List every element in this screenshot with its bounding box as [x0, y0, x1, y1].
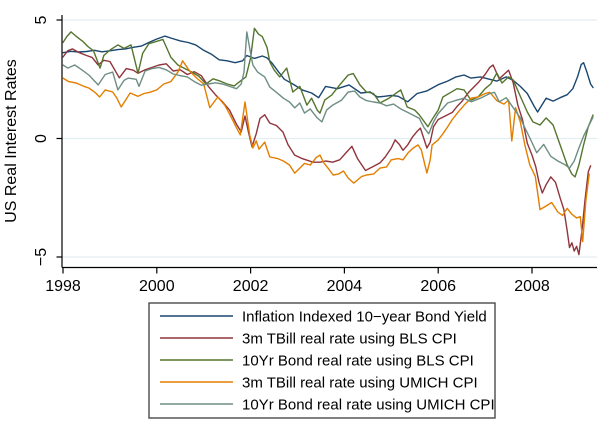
- legend-label-2: 10Yr Bond real rate using BLS CPI: [242, 353, 474, 370]
- legend-label-4: 10Yr Bond real rate using UMICH CPI: [242, 397, 495, 414]
- series-line-4: [62, 31, 594, 169]
- y-axis-title: US Real Interest Rates: [3, 59, 20, 223]
- series-line-1: [62, 48, 592, 256]
- x-tick-label: 1998: [45, 278, 81, 295]
- x-tick-label: 2006: [420, 278, 456, 295]
- y-tick-label: −5: [33, 248, 50, 266]
- legend-label-0: Inflation Indexed 10−year Bond Yield: [242, 309, 487, 326]
- x-tick-label: 2008: [514, 278, 550, 295]
- legend-label-3: 3m TBill real rate using UMICH CPI: [242, 375, 478, 392]
- x-tick-label: 2002: [233, 278, 269, 295]
- legend-label-1: 3m TBill real rate using BLS CPI: [242, 331, 457, 348]
- series-line-0: [62, 35, 594, 113]
- y-tick-label: 0: [33, 134, 50, 143]
- x-tick-label: 2000: [139, 278, 175, 295]
- x-tick-label: 2004: [327, 278, 363, 295]
- series-line-3: [62, 60, 590, 243]
- series-line-2: [62, 27, 594, 178]
- y-tick-label: 5: [33, 15, 50, 24]
